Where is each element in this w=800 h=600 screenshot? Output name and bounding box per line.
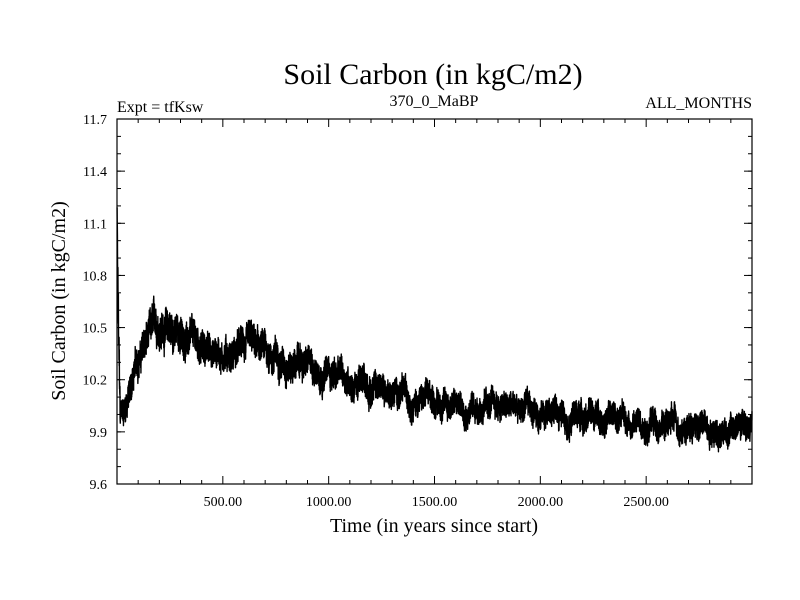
- y-tick-label: 9.9: [90, 426, 108, 441]
- y-axis-label: Soil Carbon (in kgC/m2): [48, 201, 70, 400]
- y-tick-label: 11.4: [83, 165, 107, 180]
- y-tick-label: 11.7: [83, 113, 107, 128]
- y-tick-label: 10.8: [83, 269, 108, 284]
- x-tick-label: 2000.00: [518, 495, 564, 510]
- subtitle-left: Expt = tfKsw: [117, 99, 204, 116]
- x-axis-label: Time (in years since start): [330, 515, 538, 537]
- series-layer: [116, 207, 753, 453]
- y-tick-label: 9.6: [90, 478, 108, 493]
- y-tick-label: 11.1: [83, 217, 107, 232]
- x-tick-label: 1500.00: [412, 495, 458, 510]
- x-tick-label: 1000.00: [306, 495, 352, 510]
- series-line: [116, 207, 753, 453]
- y-tick-label: 10.2: [83, 374, 108, 389]
- chart-title: Soil Carbon (in kgC/m2): [283, 58, 582, 91]
- y-tick-label: 10.5: [83, 322, 108, 337]
- x-tick-label: 500.00: [204, 495, 243, 510]
- subtitle-center: 370_0_MaBP: [390, 93, 479, 110]
- y-axis: 9.6 9.9 10.2 10.5 10.8 11.1 11.4 11.7: [83, 113, 752, 493]
- x-axis: 500.00 1000.00 1500.00 2000.00 2500.00: [137, 119, 732, 510]
- subtitle-right: ALL_MONTHS: [645, 95, 752, 112]
- x-tick-label: 2500.00: [623, 495, 669, 510]
